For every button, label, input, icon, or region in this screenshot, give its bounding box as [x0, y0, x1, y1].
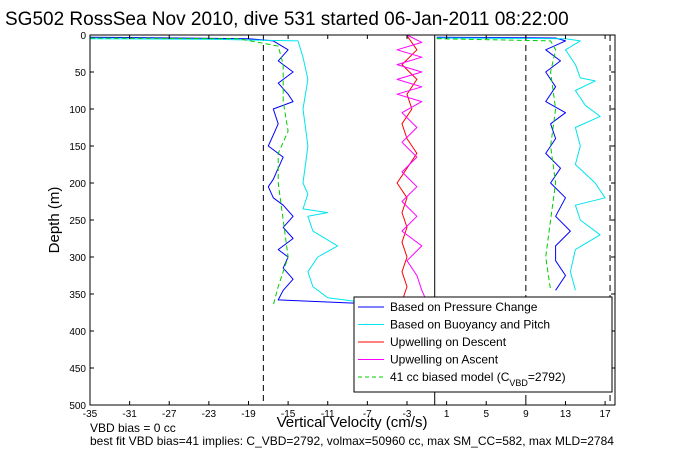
y-tick-label: 200	[69, 179, 86, 190]
legend-entry-label: Based on Buoyancy and Pitch	[390, 318, 550, 332]
x-tick-label: -3	[403, 409, 412, 420]
x-tick-label: 5	[483, 409, 489, 420]
x-tick-label: -31	[122, 409, 137, 420]
footer-line-2: best fit VBD bias=41 implies: C_VBD=2792…	[90, 434, 614, 448]
y-tick-label: 350	[69, 290, 86, 301]
y-tick-label: 50	[75, 68, 87, 79]
y-tick-label: 0	[80, 31, 86, 42]
y-tick-label: 300	[69, 253, 86, 264]
y-tick-label: 500	[69, 401, 86, 412]
x-tick-label: -35	[83, 409, 98, 420]
x-tick-label: 17	[600, 409, 612, 420]
series-line-5	[396, 34, 428, 302]
x-tick-label: 13	[560, 409, 572, 420]
x-tick-label: -19	[241, 409, 256, 420]
series-line-3	[89, 37, 289, 306]
x-tick-label: -15	[281, 409, 296, 420]
y-tick-label: 400	[69, 327, 86, 338]
x-tick-label: -11	[321, 409, 335, 420]
x-axis: -35 -31 -27 -23 -19 -15 -11 -7 -3 1 5 9 13 17	[83, 35, 611, 420]
legend-entry-label: Upwelling on Descent	[390, 335, 507, 349]
series-line-7	[436, 37, 606, 291]
x-tick-label: -7	[363, 409, 372, 420]
legend-entry-label: Based on Pressure Change	[390, 300, 538, 314]
x-tick-label: -27	[162, 409, 177, 420]
y-axis-label: Depth (m)	[46, 187, 63, 254]
x-tick-label: -23	[202, 409, 217, 420]
y-tick-label: 100	[69, 105, 86, 116]
legend-box	[353, 296, 613, 393]
x-tick-label: 9	[523, 409, 529, 420]
series-line-6	[436, 36, 571, 291]
legend-entry-label: Upwelling on Ascent	[390, 353, 499, 367]
series-line-4	[396, 35, 418, 302]
y-tick-label: 150	[69, 142, 86, 153]
series-line-2	[89, 38, 398, 305]
y-tick-label: 450	[69, 364, 86, 375]
chart-title: SG502 RossSea Nov 2010, dive 531 started…	[5, 9, 569, 30]
x-axis-label: Vertical Velocity (cm/s)	[277, 414, 428, 431]
footer-line-1: VBD bias = 0 cc	[90, 421, 176, 435]
y-axis: 0 50 100 150 200 250 300 350 400 450 500	[69, 31, 615, 412]
legend: Based on Pressure Change Based on Buoyanc…	[353, 296, 613, 393]
series-line-8	[436, 38, 557, 291]
series-layer	[89, 34, 606, 306]
x-tick-label: 1	[444, 409, 450, 420]
y-tick-label: 250	[69, 216, 86, 227]
